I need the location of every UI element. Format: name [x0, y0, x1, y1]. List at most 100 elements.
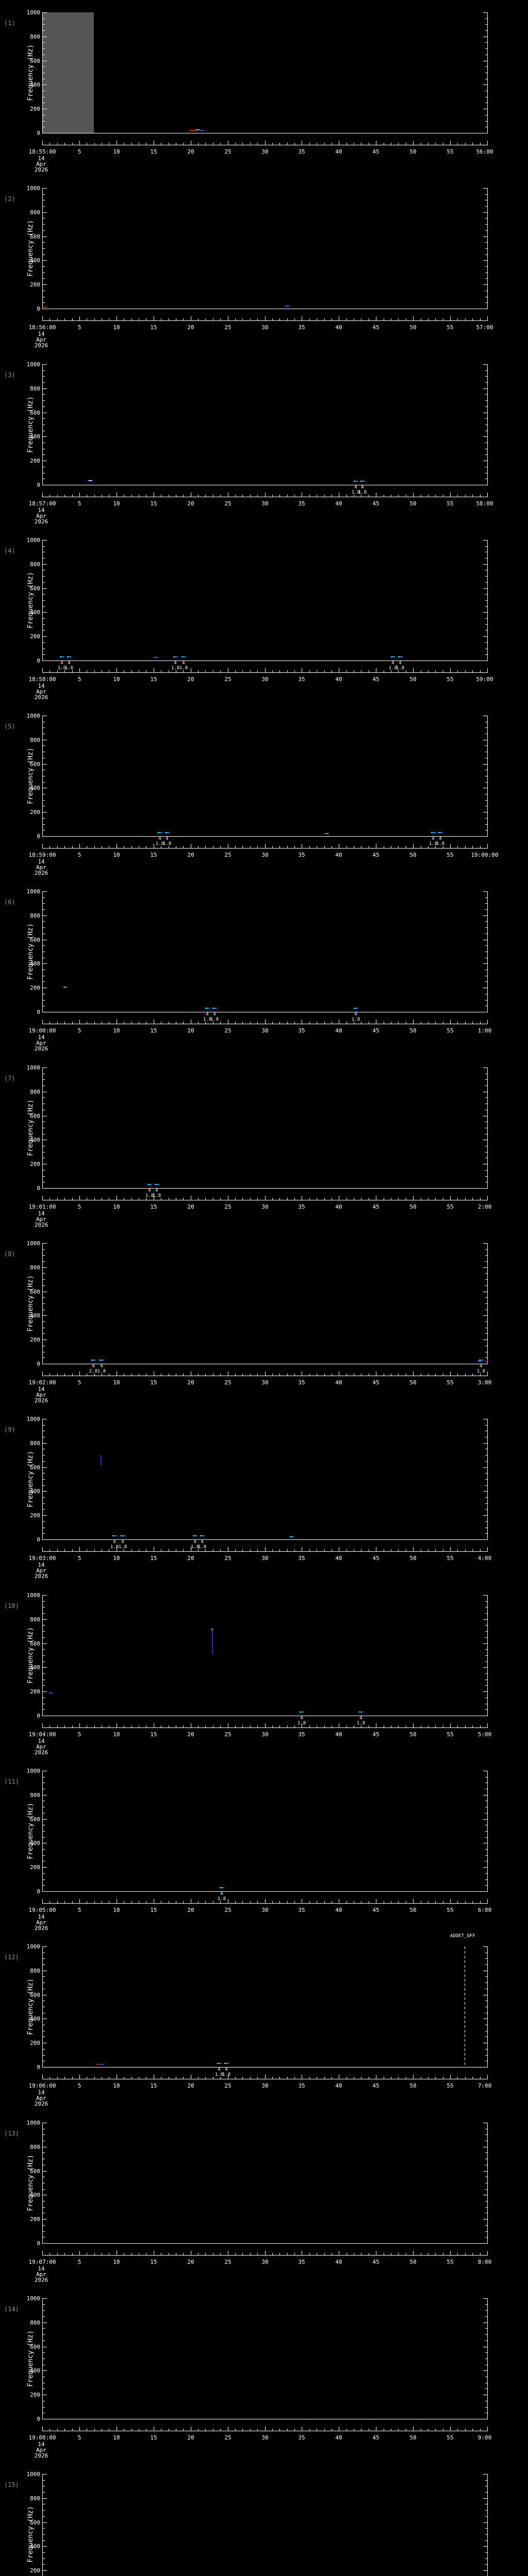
- x-tick-label: 10: [113, 1907, 120, 1913]
- x-tick-label: 30: [261, 1907, 269, 1913]
- time-ruler-line: [42, 320, 488, 321]
- x-tick: [205, 2253, 206, 2255]
- x-tick: [131, 1725, 132, 1727]
- x-tick: [472, 1374, 473, 1376]
- y-tick: [43, 606, 45, 607]
- x-tick: [205, 2429, 206, 2431]
- y-tick: [43, 1813, 45, 1814]
- x-axis-start-time: 19:08:00: [28, 2434, 56, 2441]
- y-axis-line: [42, 12, 43, 133]
- x-tick: [242, 318, 243, 320]
- y-tick: [483, 1867, 487, 1868]
- x-tick: [472, 1549, 473, 1551]
- y-tick: [485, 2564, 487, 2565]
- y-tick: [43, 963, 47, 964]
- y-tick-label: 800: [30, 209, 40, 216]
- detection-magnitude-label: 1.8: [214, 2072, 224, 2077]
- x-tick: [324, 2253, 325, 2255]
- y-tick: [485, 266, 487, 267]
- y-tick: [43, 1188, 47, 1189]
- y-tick-label: 1000: [26, 2120, 41, 2126]
- x-tick: [398, 495, 399, 497]
- detection-magnitude-label: 1.8: [162, 841, 172, 846]
- y-axis-title: Frequency (Hz): [27, 1275, 35, 1332]
- x-tick: [72, 143, 73, 145]
- y-tick: [483, 1891, 487, 1892]
- x-axis-date-line: 14: [38, 1562, 45, 1568]
- x-tick-label: 10: [113, 2434, 120, 2441]
- detection-count-label: 4: [480, 1364, 483, 1369]
- x-tick: [242, 1022, 243, 1024]
- y-tick: [43, 1595, 47, 1596]
- x-tick: [324, 1374, 325, 1376]
- detection-count-label: 4: [218, 2067, 221, 2072]
- x-tick: [294, 1374, 295, 1376]
- detection-magnitude-label: 1.8: [395, 666, 405, 671]
- detection-magnitude-label: 1.8: [210, 1017, 219, 1022]
- x-tick-label: 25: [224, 1204, 232, 1210]
- detection-count-label: 4: [100, 1364, 103, 1369]
- x-tick-label: 10: [113, 500, 120, 507]
- x-tick: [457, 1901, 458, 1903]
- x-tick: [183, 2077, 184, 2079]
- x-axis-date-line: 14: [38, 331, 45, 337]
- x-axis-date-line: 14: [38, 1210, 45, 1217]
- x-tick: [198, 2253, 199, 2255]
- x-tick: [250, 2429, 251, 2431]
- x-axis-date-line: 2026: [34, 2277, 48, 2283]
- x-tick: [79, 2427, 80, 2431]
- y-tick: [43, 1885, 45, 1886]
- y-tick: [485, 824, 487, 825]
- y-tick: [485, 1255, 487, 1256]
- plot-bottom-line: [42, 1188, 488, 1189]
- x-tick: [242, 2077, 243, 2079]
- y-axis-line: [42, 2298, 43, 2419]
- x-tick: [242, 495, 243, 497]
- spectral-event-dash: [63, 987, 67, 988]
- y-tick: [485, 2134, 487, 2135]
- x-tick: [242, 2429, 243, 2431]
- x-tick: [472, 495, 473, 497]
- x-tick-label: 5: [77, 2434, 81, 2441]
- y-tick: [485, 1613, 487, 1614]
- y-tick: [43, 24, 45, 25]
- x-tick: [287, 670, 288, 672]
- y-tick: [483, 364, 487, 365]
- detection-dash: [91, 1360, 96, 1361]
- y-tick-label: 800: [30, 385, 40, 392]
- x-tick: [487, 316, 488, 320]
- y-tick: [43, 546, 45, 547]
- x-tick: [324, 670, 325, 672]
- spectral-event-dash: [88, 480, 93, 481]
- y-axis-title: Frequency (Hz): [27, 572, 35, 629]
- y-tick-label: 400: [30, 609, 40, 616]
- x-tick: [272, 1374, 273, 1376]
- x-tick: [309, 1725, 310, 1727]
- x-tick-label: 30: [261, 2082, 269, 2089]
- detection-count-label: 4: [148, 1188, 151, 1193]
- x-tick: [413, 1547, 414, 1551]
- x-tick: [250, 495, 251, 497]
- x-tick: [472, 1022, 473, 1024]
- y-tick: [43, 2407, 45, 2408]
- x-tick: [72, 1549, 73, 1551]
- y-tick-label: 600: [30, 1640, 40, 1647]
- y-tick: [485, 1964, 487, 1965]
- panel-number-label: (10): [4, 1602, 19, 1609]
- y-tick: [483, 1515, 487, 1516]
- y-tick: [485, 1831, 487, 1832]
- x-axis-end-time: 57:00: [476, 324, 493, 331]
- x-tick: [220, 2077, 221, 2079]
- detection-count-label: 4: [166, 836, 169, 841]
- y-tick: [43, 818, 45, 819]
- x-axis-end-time: 3:00: [477, 1379, 492, 1386]
- y-tick: [43, 2534, 45, 2535]
- x-tick: [235, 2077, 236, 2079]
- x-tick-label: 25: [224, 500, 232, 507]
- x-tick-label: 30: [261, 1555, 269, 1562]
- x-tick: [413, 2251, 414, 2255]
- y-tick: [485, 2492, 487, 2493]
- spectral-event-dash: [195, 129, 200, 130]
- x-tick: [183, 1901, 184, 1903]
- x-tick: [272, 1022, 273, 1024]
